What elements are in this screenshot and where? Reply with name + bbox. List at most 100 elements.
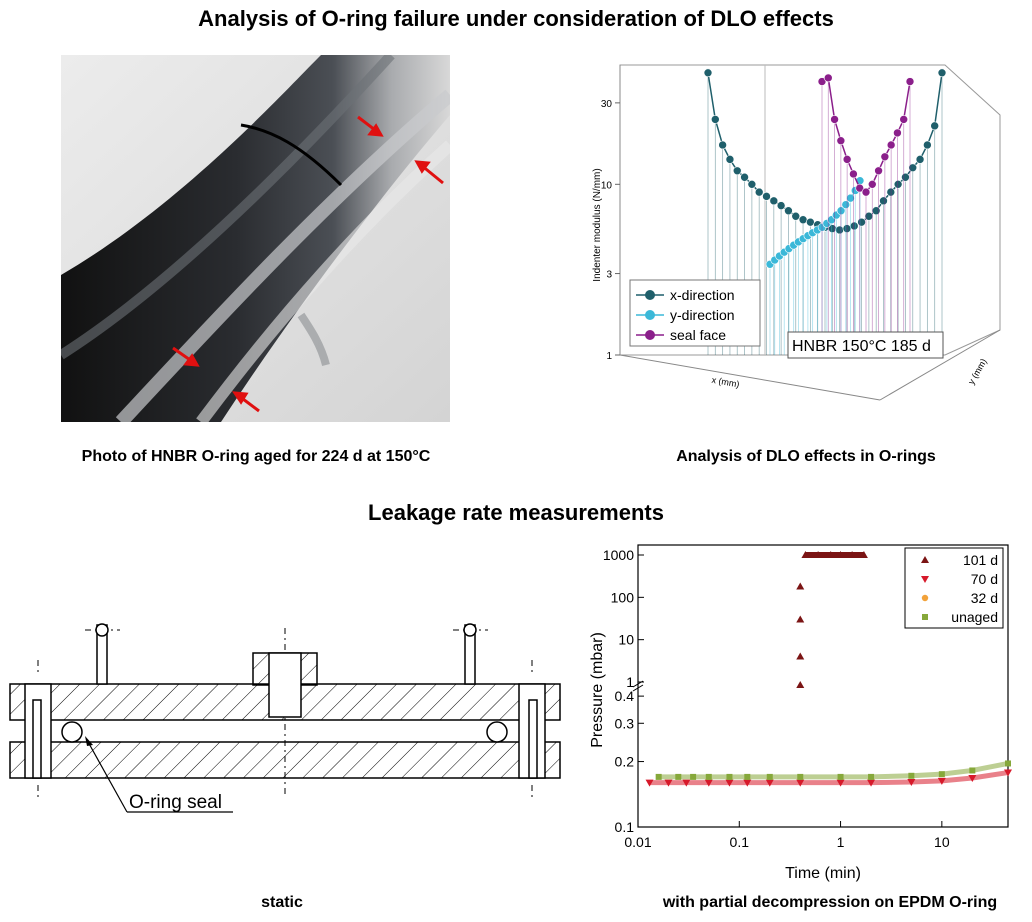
dlo-3d-chart: 1 3 10 30 Indenter modulus (N/mm) x (mm) y (mm…	[560, 55, 1010, 415]
data-point	[921, 594, 929, 602]
data-point	[849, 169, 858, 179]
data-point	[930, 121, 939, 131]
data-point	[769, 196, 779, 206]
legend-box	[904, 547, 1004, 629]
data-point	[908, 163, 918, 173]
x-tick-label: 0.01	[624, 834, 651, 850]
x-axis-line	[619, 354, 881, 401]
data-point	[907, 779, 916, 787]
data-point	[655, 773, 662, 780]
data-point	[766, 773, 773, 780]
data-point	[743, 779, 752, 787]
photo-caption: Photo of HNBR O-ring aged for 224 d at 1…	[81, 448, 431, 465]
legend-label: 101 d	[963, 552, 998, 568]
data-point	[796, 582, 805, 590]
data-point	[796, 652, 805, 660]
data-point	[893, 128, 902, 138]
data-point	[682, 779, 691, 787]
data-point	[806, 217, 815, 227]
data-point	[776, 201, 786, 210]
data-point	[855, 183, 865, 193]
data-point	[830, 115, 839, 124]
pressure-chart: 1 10 100 1000 0.1 0.2 0.3 0.4 0.01 0.1 1 10 Time (mi…	[580, 540, 1020, 885]
data-point	[754, 187, 764, 197]
legend-label: 70 d	[971, 571, 998, 587]
y-tick-label: 1	[606, 351, 612, 362]
data-point	[880, 152, 890, 162]
data-point	[899, 115, 909, 124]
annotation-text: HNBR 150°C 185 d	[792, 338, 931, 355]
data-point	[871, 206, 881, 216]
data-point	[886, 187, 896, 197]
y-tick-label: 3	[606, 270, 612, 281]
data-point	[690, 773, 697, 780]
leakage-title: Leakage rate measurements	[368, 500, 664, 525]
data-point	[921, 556, 929, 563]
data-point	[718, 140, 727, 150]
data-point	[675, 773, 682, 780]
legend-marker	[645, 330, 655, 340]
data-point	[797, 773, 804, 780]
data-point	[1005, 760, 1011, 767]
z-axis-title: y (mm)	[966, 357, 989, 386]
static-caption: static	[261, 894, 303, 911]
data-point	[923, 140, 932, 150]
data-point	[744, 773, 751, 780]
legend-marker	[645, 290, 655, 300]
data-point	[968, 775, 977, 783]
data-point	[857, 217, 866, 227]
data-point	[969, 767, 976, 774]
data-point	[711, 115, 720, 124]
y-tick-label: 0.4	[615, 688, 635, 704]
y-tick-label: 1	[626, 674, 634, 690]
data-point	[835, 225, 844, 235]
legend-label: 32 d	[971, 590, 998, 606]
legend-label: x-direction	[670, 287, 735, 303]
legend-marker	[645, 310, 655, 320]
data-point	[841, 200, 851, 209]
data-point	[796, 779, 805, 787]
data-point	[937, 68, 947, 78]
oring-photo	[58, 51, 455, 427]
data-point	[849, 221, 859, 231]
series-trace	[649, 770, 1009, 786]
x-axis-title: x (mm)	[711, 375, 740, 390]
data-point	[915, 155, 925, 164]
oring-right	[486, 721, 508, 743]
data-point	[893, 180, 903, 189]
oring-left	[61, 721, 83, 743]
data-point	[823, 73, 833, 83]
data-point	[905, 77, 915, 86]
data-point	[879, 196, 888, 206]
data-point	[868, 773, 875, 780]
y-tick-label: 0.1	[615, 819, 635, 835]
legend-label: seal face	[670, 327, 726, 343]
data-point	[791, 211, 801, 221]
data-point	[938, 771, 945, 778]
main-title: Analysis of O-ring failure under conside…	[198, 6, 834, 31]
data-point	[703, 68, 713, 78]
oring-seal-label: O-ring seal	[129, 792, 222, 813]
y-tick-label: 0.3	[615, 715, 635, 731]
data-point	[864, 211, 874, 221]
data-point	[836, 136, 846, 146]
data-point	[901, 172, 910, 182]
data-point	[836, 779, 845, 787]
y-axis-floor-line	[879, 329, 1001, 401]
data-point	[908, 772, 915, 779]
data-point	[1004, 769, 1012, 777]
data-point	[784, 206, 793, 216]
data-point	[874, 166, 883, 176]
data-point	[846, 193, 855, 203]
legend-label: unaged	[951, 609, 998, 625]
y-axis-title: Pressure (mbar)	[589, 632, 606, 748]
data-point	[837, 773, 844, 780]
y-tick-label: 10	[618, 632, 634, 648]
data-point	[796, 615, 805, 623]
data-point	[922, 614, 928, 620]
data-point	[861, 187, 871, 197]
data-point	[725, 779, 734, 787]
dlo-caption: Analysis of DLO effects in O-rings	[676, 448, 936, 465]
data-point	[725, 155, 735, 164]
data-point	[765, 779, 774, 787]
